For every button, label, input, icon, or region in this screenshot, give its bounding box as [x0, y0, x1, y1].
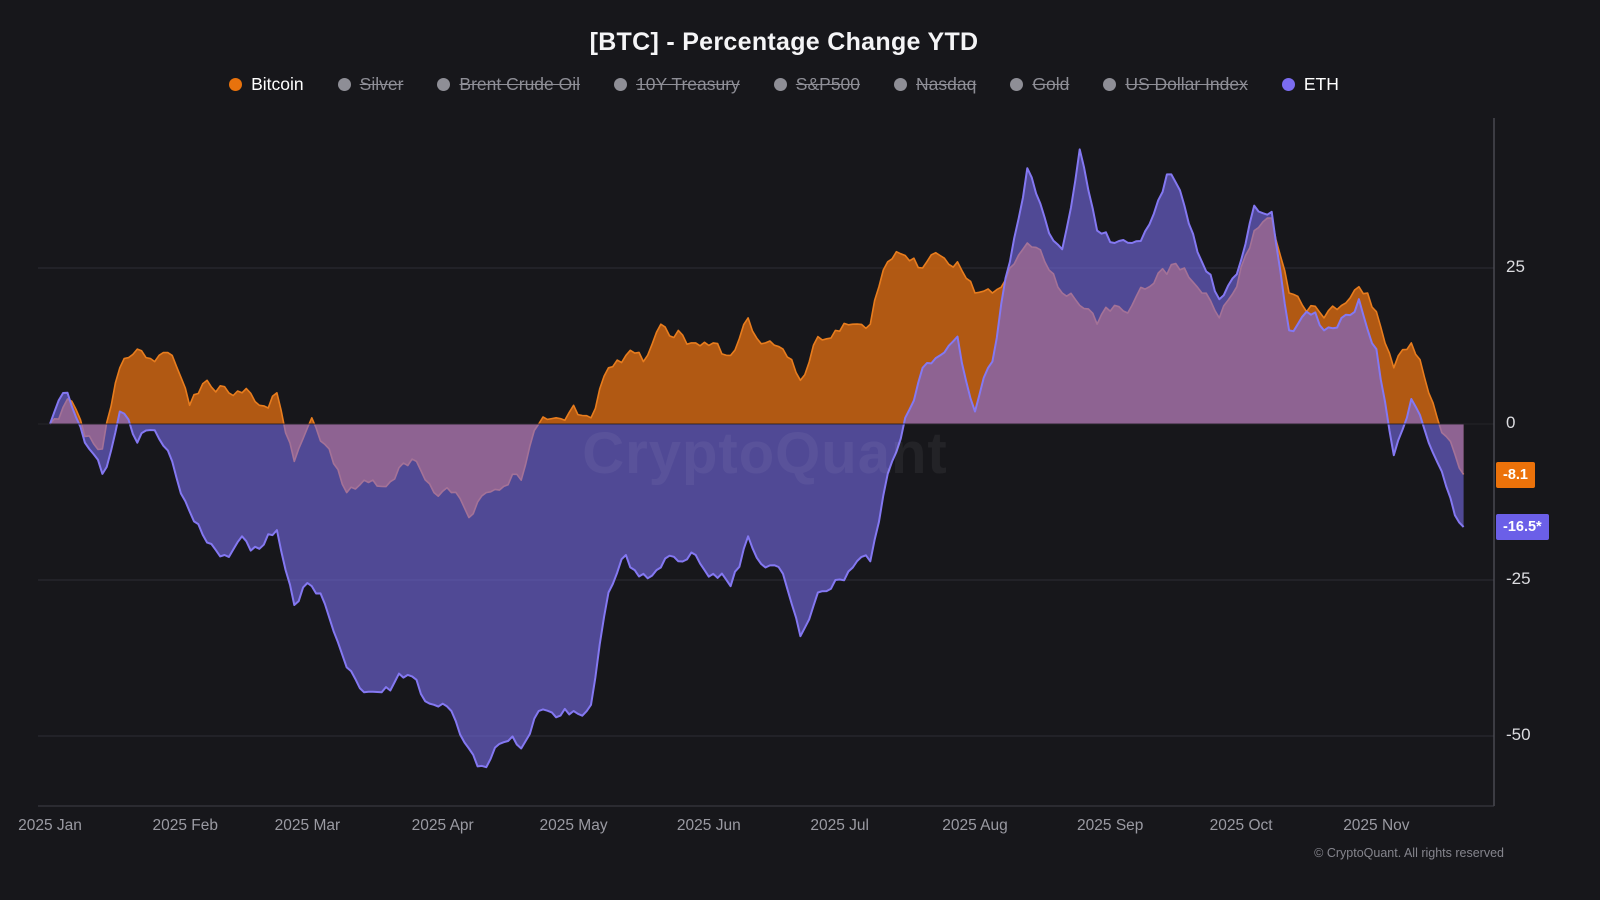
legend-item-nasdaq[interactable]: Nasdaq — [894, 74, 976, 95]
legend-label: Bitcoin — [251, 74, 304, 94]
chart-title: [BTC] - Percentage Change YTD — [589, 28, 979, 56]
legend-label: Nasdaq — [916, 74, 977, 94]
gold-legend-dot-icon — [1010, 78, 1024, 91]
copyright-text: © CryptoQuant. All rights reserved — [1314, 846, 1504, 860]
eth-area — [50, 149, 1464, 768]
legend-item-bitcoin[interactable]: Bitcoin — [229, 74, 304, 95]
y-axis-label: 0 — [1506, 413, 1516, 432]
x-axis-label: 2025 Mar — [274, 817, 341, 834]
y-axis-label: -50 — [1506, 725, 1531, 744]
legend-label: S&P500 — [795, 74, 861, 94]
us-dollar-index-legend-dot-icon — [1103, 78, 1117, 91]
eth-legend-dot-icon — [1281, 78, 1295, 91]
brent-crude-oil-legend-dot-icon — [437, 78, 451, 91]
legend: Bitcoin Silver Brent Crude Oil 10Y Treasury… — [0, 74, 1568, 95]
x-axis-label: 2025 Sep — [1077, 817, 1144, 834]
legend-label: 10Y Treasury — [636, 74, 740, 94]
y-axis-label: -25 — [1506, 569, 1531, 588]
x-axis-label: 2025 Jan — [18, 817, 82, 834]
bitcoin-legend-dot-icon — [229, 78, 243, 91]
x-axis-label: 2025 May — [539, 817, 608, 834]
legend-label: US Dollar Index — [1125, 74, 1248, 94]
legend-item-10y-treasury[interactable]: 10Y Treasury — [614, 74, 740, 95]
x-axis-label: 2025 Nov — [1343, 817, 1410, 834]
nasdaq-legend-dot-icon — [894, 78, 908, 91]
eth-value-badge: -16.5* — [1496, 513, 1549, 540]
legend-label: Silver — [359, 74, 404, 94]
eth-line — [49, 148, 1465, 769]
x-axis-label: 2025 Jun — [676, 817, 741, 834]
10y-treasury-legend-dot-icon — [614, 78, 628, 91]
legend-item-gold[interactable]: Gold — [1010, 74, 1069, 95]
s-p500-legend-dot-icon — [773, 78, 787, 91]
x-axis-label: 2025 Oct — [1209, 817, 1273, 834]
legend-label: ETH — [1303, 74, 1339, 94]
legend-label: Brent Crude Oil — [459, 74, 581, 94]
x-axis-label: 2025 Apr — [411, 817, 474, 834]
legend-item-silver[interactable]: Silver — [337, 74, 404, 95]
legend-label: Gold — [1032, 74, 1070, 94]
x-axis-label: 2025 Jul — [810, 817, 869, 834]
legend-item-eth[interactable]: ETH — [1281, 74, 1339, 95]
x-axis-label: 2025 Feb — [152, 817, 219, 834]
legend-item-s-p500[interactable]: S&P500 — [773, 74, 861, 95]
bitcoin-value-badge: -8.1 — [1496, 461, 1535, 488]
silver-legend-dot-icon — [337, 78, 351, 91]
y-axis-label: 25 — [1506, 257, 1525, 276]
legend-item-us-dollar-index[interactable]: US Dollar Index — [1103, 74, 1248, 95]
x-axis-label: 2025 Aug — [942, 817, 1008, 834]
legend-item-brent-crude-oil[interactable]: Brent Crude Oil — [437, 74, 580, 95]
